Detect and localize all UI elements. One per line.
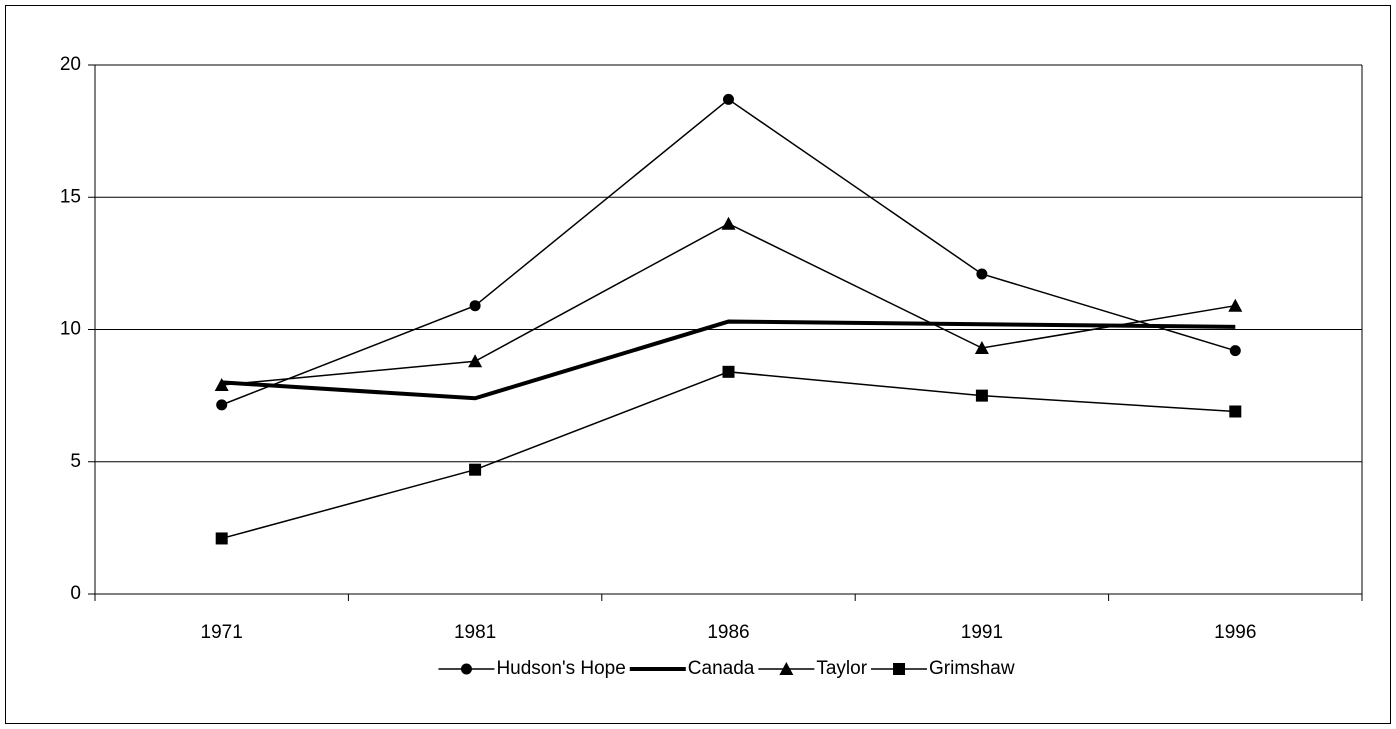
legend-item: Canada	[629, 658, 755, 679]
marker	[722, 365, 735, 378]
y-tick-label: 15	[60, 186, 81, 207]
marker	[721, 216, 736, 230]
legend-label: Taylor	[816, 658, 867, 679]
marker	[723, 93, 734, 105]
marker	[976, 268, 988, 280]
x-tick-label: 1991	[961, 622, 1003, 643]
x-tick-label: 1996	[1214, 622, 1256, 643]
y-tick-label: 20	[60, 54, 81, 75]
marker	[468, 354, 483, 368]
marker	[975, 389, 988, 402]
marker	[216, 399, 228, 411]
legend-item: Grimshaw	[871, 658, 1015, 679]
marker	[779, 662, 794, 675]
y-tick-label: 10	[60, 319, 81, 340]
marker	[1228, 298, 1243, 312]
legend-label: Grimshaw	[929, 658, 1015, 679]
marker	[1229, 345, 1241, 357]
marker	[215, 532, 228, 545]
legend-label: Hudson's Hope	[496, 658, 625, 679]
y-tick-label: 0	[70, 583, 81, 604]
legend-item: Hudson's Hope	[438, 658, 626, 679]
chart-border	[5, 5, 1391, 724]
marker	[214, 378, 229, 392]
legend-label: Canada	[688, 658, 755, 679]
x-tick-label: 1986	[707, 622, 749, 643]
marker	[1229, 405, 1242, 418]
x-tick-label: 1971	[201, 622, 243, 643]
legend: Hudson's Hope Canada Taylor Grimshaw	[438, 658, 1015, 679]
x-tick-label: 1981	[454, 622, 496, 643]
marker	[974, 341, 989, 355]
y-tick-label: 5	[70, 451, 81, 472]
legend-item: Taylor	[758, 658, 868, 679]
marker	[469, 300, 481, 312]
series-line	[221, 319, 1236, 401]
marker	[469, 463, 482, 476]
marker	[460, 663, 472, 675]
marker	[893, 663, 906, 675]
